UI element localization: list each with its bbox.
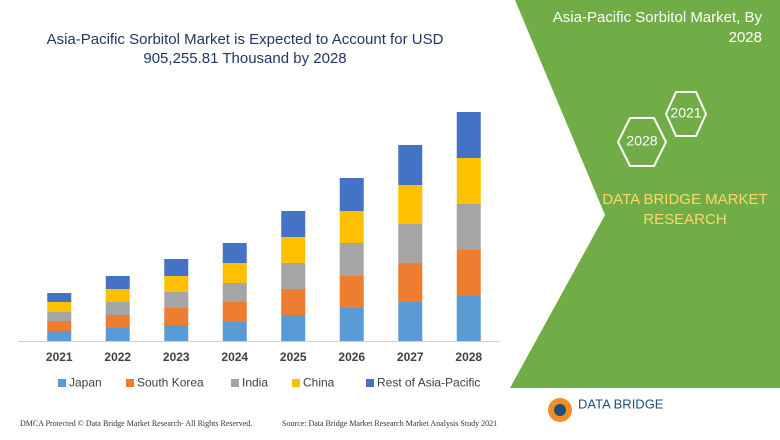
bar-segment (281, 211, 306, 237)
bar-segment (456, 112, 481, 158)
bar-segment (339, 211, 364, 243)
bar-segment (105, 328, 130, 341)
logo-icon (554, 404, 566, 416)
bar-segment (339, 243, 364, 276)
bar-segment (456, 158, 481, 204)
source: Source: Data Bridge Market Research Mark… (282, 419, 497, 428)
legend-label: South Korea (137, 376, 204, 390)
bar-segment (164, 308, 189, 325)
legend-label: India (242, 376, 268, 390)
bar-segment (281, 237, 306, 263)
bar-segment (105, 302, 130, 315)
legend-label: Japan (69, 376, 102, 390)
panel-title: Asia-Pacific Sorbitol Market, By 2028 (552, 9, 762, 46)
bar-segment (47, 312, 72, 321)
bar-segment (105, 315, 130, 328)
bar-segment (339, 178, 364, 211)
bar-segment (47, 293, 72, 302)
bar-segment (398, 263, 423, 302)
bar-segment (398, 185, 423, 224)
x-tick-label: 2025 (280, 350, 307, 364)
x-tick-label: 2021 (46, 350, 73, 364)
bar-segment (398, 224, 423, 263)
hexagon (616, 117, 668, 167)
bar-segment (164, 292, 189, 308)
bar-segment (339, 276, 364, 308)
hex-label: 2028 (626, 133, 657, 149)
x-tick-label: 2024 (221, 350, 248, 364)
bar-segment (398, 145, 423, 185)
legend-label: Rest of Asia-Pacific (377, 376, 480, 390)
bar-segment (105, 276, 130, 289)
x-tick-label: 2027 (397, 350, 424, 364)
bar-segment (222, 263, 247, 283)
bar-segment (281, 263, 306, 289)
bar-segment (164, 276, 189, 292)
bar-segment (281, 289, 306, 315)
bar-segment (456, 296, 481, 341)
bar-segment (339, 308, 364, 341)
legend-swatch (58, 379, 66, 387)
company-name: DATA BRIDGE MARKET RESEARCH (602, 191, 768, 228)
hexagon (664, 91, 708, 137)
bar-segment (456, 204, 481, 250)
copyright: DMCA Protected © Data Bridge Market Rese… (20, 419, 252, 428)
legend-label: China (303, 376, 335, 390)
legend-swatch (292, 379, 300, 387)
bar-segment (164, 259, 189, 276)
legend-swatch (366, 379, 374, 387)
x-tick-label: 2022 (104, 350, 131, 364)
green-panel (510, 0, 780, 388)
bar-segment (222, 322, 247, 341)
bar-segment (164, 325, 189, 341)
bar-segment (47, 331, 72, 341)
legend-swatch (231, 379, 239, 387)
logo-text: DATA BRIDGE (578, 396, 664, 411)
bar-segment (398, 302, 423, 341)
bar-segment (222, 283, 247, 302)
bar-segment (281, 315, 306, 341)
hex-label: 2021 (670, 105, 701, 121)
chart-title: Asia-Pacific Sorbitol Market is Expected… (46, 31, 444, 67)
bar-segment (47, 302, 72, 312)
bar-segment (222, 302, 247, 322)
bar-segment (47, 321, 72, 331)
legend-swatch (126, 379, 134, 387)
x-tick-label: 2028 (455, 350, 482, 364)
bar-segment (105, 289, 130, 302)
bar-segment (222, 243, 247, 263)
x-tick-label: 2023 (163, 350, 190, 364)
x-tick-label: 2026 (338, 350, 365, 364)
bar-segment (456, 250, 481, 296)
